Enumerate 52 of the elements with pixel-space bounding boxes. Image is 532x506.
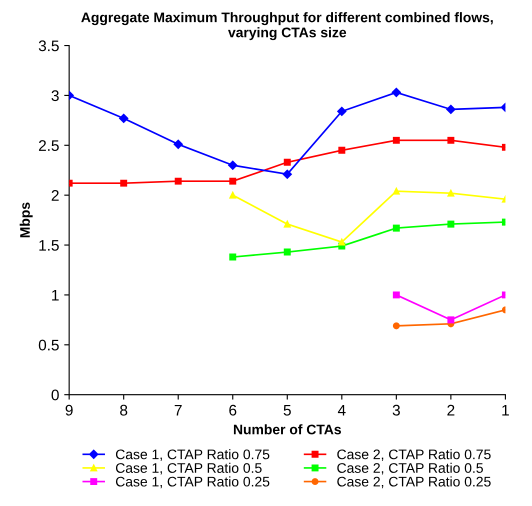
point — [284, 220, 291, 228]
y-tick-label: 0 — [52, 390, 59, 400]
point — [446, 104, 456, 114]
x-tick-label: 6 — [229, 404, 236, 416]
y-tick-label: 2.5 — [38, 140, 59, 151]
x-axis-title: Number of CTAs — [234, 424, 341, 434]
y-tick-label: 2 — [52, 190, 59, 201]
x-tick-label: 3 — [392, 404, 400, 416]
chart-title: Aggregate Maximum Throughput for different combined flows, varying CTAs size — [81, 12, 493, 40]
point — [392, 136, 400, 144]
legend-label: Case 2, CTAP Ratio 0.25 — [337, 476, 491, 488]
y-tick-label: 1.5 — [39, 240, 59, 251]
point — [284, 248, 291, 256]
x-tick-label: 4 — [338, 404, 346, 416]
y-tick-label: 0.5 — [38, 340, 59, 350]
y-tick-label: 3 — [52, 90, 59, 102]
point — [447, 220, 454, 228]
point — [447, 316, 454, 324]
legend-label: Case 2, CTAP Ratio 0.5 — [337, 462, 483, 475]
point — [174, 140, 183, 149]
point — [120, 180, 128, 187]
point — [392, 291, 400, 298]
legend-label: Case 1, CTAP Ratio 0.75 — [116, 449, 270, 461]
point — [228, 160, 238, 170]
point — [284, 158, 291, 166]
x-tick-label: 5 — [284, 404, 291, 416]
legend-label: Case 1, CTAP Ratio 0.5 — [116, 462, 262, 475]
point — [447, 190, 454, 197]
x-tick-label: 7 — [174, 404, 182, 416]
point — [392, 322, 400, 330]
y-tick-label: 1 — [52, 290, 59, 300]
y-axis-title: Mbps — [20, 202, 33, 238]
point — [229, 254, 236, 260]
point — [282, 170, 292, 179]
point — [392, 88, 401, 98]
x-tick-label: 2 — [447, 404, 454, 416]
point — [338, 146, 346, 154]
point — [392, 188, 400, 195]
point — [229, 178, 236, 185]
point — [174, 178, 182, 185]
point — [447, 136, 454, 144]
y-tick-label: 3.5 — [38, 40, 59, 52]
point — [338, 238, 346, 246]
x-tick-label: 9 — [66, 404, 73, 416]
legend-label: Case 1, CTAP Ratio 0.25 — [116, 476, 270, 488]
point — [392, 224, 400, 232]
point — [229, 192, 236, 199]
legend-label: Case 2, CTAP Ratio 0.75 — [337, 449, 491, 461]
point — [119, 114, 128, 123]
x-tick-label: 1 — [502, 404, 509, 416]
point — [337, 106, 346, 116]
x-tick-label: 8 — [120, 404, 128, 416]
